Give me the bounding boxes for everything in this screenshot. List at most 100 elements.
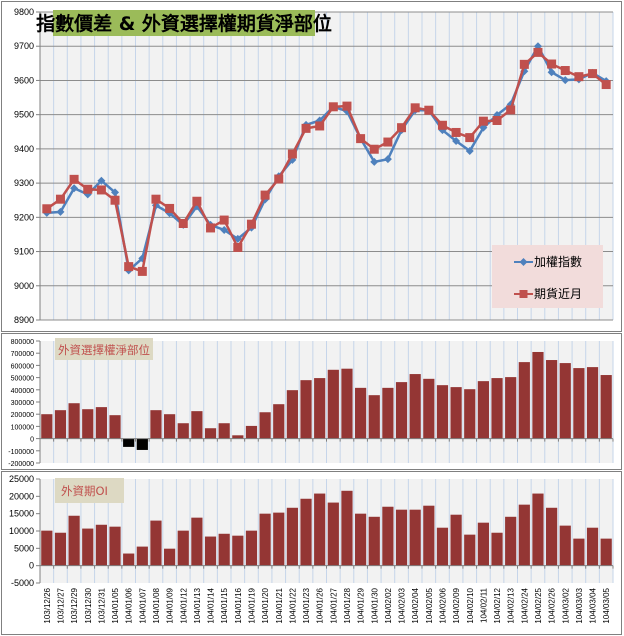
options-bar <box>82 409 94 439</box>
oi-bar <box>491 532 503 566</box>
oi-bar <box>423 505 435 566</box>
oi-bar <box>204 536 217 566</box>
futures-point <box>301 123 311 133</box>
index-point <box>56 207 65 216</box>
x-date-label: 104/01/21 <box>275 587 284 623</box>
futures-point <box>42 204 52 214</box>
options-net-chart: -200000 -100000 0 100000 200000 300000 400000 5… <box>8 339 614 468</box>
x-date-label: 104/01/15 <box>220 587 229 623</box>
options-ytick-label: 400000 <box>11 388 34 395</box>
options-bar <box>464 389 476 439</box>
x-date-label: 103/12/29 <box>70 587 79 623</box>
options-bar <box>136 438 148 450</box>
options-ytick-label: 0 <box>30 437 34 444</box>
oi-ytick-label: 25000 <box>9 474 34 484</box>
index-point <box>111 188 120 197</box>
oi-bar <box>41 530 53 566</box>
x-date-label: 104/03/04 <box>589 587 598 623</box>
index-point <box>561 76 570 85</box>
futures-point <box>137 266 147 276</box>
oi-ytick-label: 15000 <box>9 509 34 519</box>
options-bar <box>409 374 421 439</box>
x-date-label: 104/01/22 <box>288 587 297 623</box>
main-title-box <box>53 10 315 36</box>
futures-point <box>506 105 516 115</box>
options-ytick-label: 600000 <box>11 363 34 370</box>
index-ytick-label: 9400 <box>14 144 34 154</box>
futures-point <box>69 174 79 184</box>
x-date-label: 104/01/20 <box>261 587 270 623</box>
index-point <box>70 184 79 193</box>
oi-bar <box>559 525 571 566</box>
index-ytick-label: 9800 <box>14 7 34 17</box>
options-bar <box>573 368 585 439</box>
options-ytick-label: 500000 <box>11 376 34 383</box>
options-bar <box>532 351 544 439</box>
futures-point <box>547 59 557 69</box>
futures-point <box>219 215 229 225</box>
options-bar <box>450 387 462 439</box>
oi-ytick-label: 10000 <box>9 526 34 536</box>
options-bar <box>54 410 67 439</box>
oi-bar <box>532 493 544 566</box>
oi-bar <box>436 527 449 566</box>
oi-bar <box>259 513 271 566</box>
oi-bar <box>82 528 94 566</box>
oi-bar <box>218 533 230 566</box>
futures-point <box>274 174 284 184</box>
futures-oi-chart: -5000 0 5000 10000 15000 20000 25000 103/12/26 1… <box>9 474 614 624</box>
oi-bar <box>273 512 285 566</box>
futures-point <box>83 184 93 194</box>
index-futures-chart: 8900 9000 9100 9200 9300 9400 9500 9600 9700 9800 <box>14 7 614 325</box>
x-date-label: 104/01/13 <box>193 587 202 623</box>
x-date-label: 104/02/11 <box>479 587 488 623</box>
oi-bar <box>123 553 135 566</box>
options-bar <box>341 368 353 439</box>
oi-ytick-label: -5000 <box>11 578 34 588</box>
x-date-label: 103/12/26 <box>43 587 52 623</box>
x-date-label: 104/01/06 <box>125 587 134 623</box>
oi-bar <box>286 507 298 566</box>
options-bar <box>204 428 217 439</box>
index-point <box>383 155 392 164</box>
x-date-label: 104/01/05 <box>111 587 120 623</box>
index-ytick-label: 9600 <box>14 75 34 85</box>
oi-title: 外資期OI <box>61 484 108 498</box>
options-bar <box>109 415 121 439</box>
x-date-label: 104/01/28 <box>343 587 352 623</box>
futures-point <box>342 101 352 111</box>
legend-futures-label: 期貨近月 <box>534 286 582 301</box>
futures-point <box>588 69 598 79</box>
futures-point <box>192 196 202 206</box>
oi-bar <box>136 546 148 566</box>
options-bar <box>436 385 449 439</box>
oi-bar <box>546 507 558 566</box>
x-date-label: 104/02/09 <box>452 587 461 623</box>
futures-point <box>601 80 611 90</box>
x-date-label: 104/02/02 <box>384 587 393 623</box>
options-bar <box>164 414 176 439</box>
futures-point <box>451 127 461 137</box>
options-ytick-label: -200000 <box>8 461 34 468</box>
x-date-label: 104/02/04 <box>411 587 420 623</box>
index-ytick-label: 9500 <box>14 110 34 120</box>
options-bar <box>355 387 367 439</box>
options-bar <box>259 412 271 439</box>
options-bar <box>150 410 162 439</box>
oi-bar <box>245 530 258 566</box>
oi-bar <box>109 526 121 566</box>
x-date-label: 103/12/27 <box>56 587 65 623</box>
options-bar <box>395 382 408 439</box>
x-date-label: 104/01/08 <box>152 587 161 623</box>
futures-point <box>424 105 434 115</box>
oi-bar <box>450 514 462 566</box>
futures-point <box>410 103 420 113</box>
futures-point <box>287 149 297 159</box>
options-bar <box>327 369 339 439</box>
oi-bar <box>464 534 476 566</box>
options-bar <box>314 378 326 439</box>
options-bar <box>546 360 558 439</box>
futures-point <box>519 59 529 69</box>
